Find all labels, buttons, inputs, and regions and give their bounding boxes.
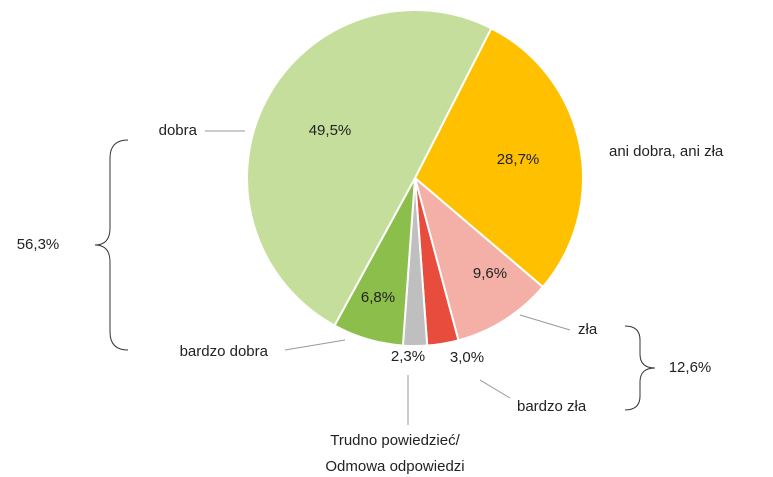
category-label: Trudno powiedzieć/Odmowa odpowiedzi	[325, 432, 464, 475]
category-label: ani dobra, ani zła	[609, 143, 724, 160]
slice	[413, 175, 545, 342]
category-label: zła	[578, 321, 598, 338]
value-label: 6,8%	[361, 289, 395, 306]
category-label: bardzo dobra	[180, 343, 269, 360]
value-label: 9,6%	[473, 265, 507, 282]
slice	[246, 9, 493, 327]
bracket	[94, 139, 129, 351]
annotation: 12,6%	[669, 359, 712, 376]
value-label: 49,5%	[309, 122, 352, 139]
leader-line	[479, 379, 511, 399]
value-label: 28,7%	[497, 151, 540, 168]
slice	[413, 26, 584, 289]
leader-line	[284, 339, 346, 351]
leader-line	[519, 314, 571, 331]
value-label: 2,3%	[391, 348, 425, 365]
bracket	[624, 325, 656, 411]
annotation: 56,3%	[17, 236, 60, 253]
category-label: bardzo zła	[517, 398, 587, 415]
value-label: 3,0%	[450, 349, 484, 366]
category-label: dobra	[159, 122, 198, 139]
